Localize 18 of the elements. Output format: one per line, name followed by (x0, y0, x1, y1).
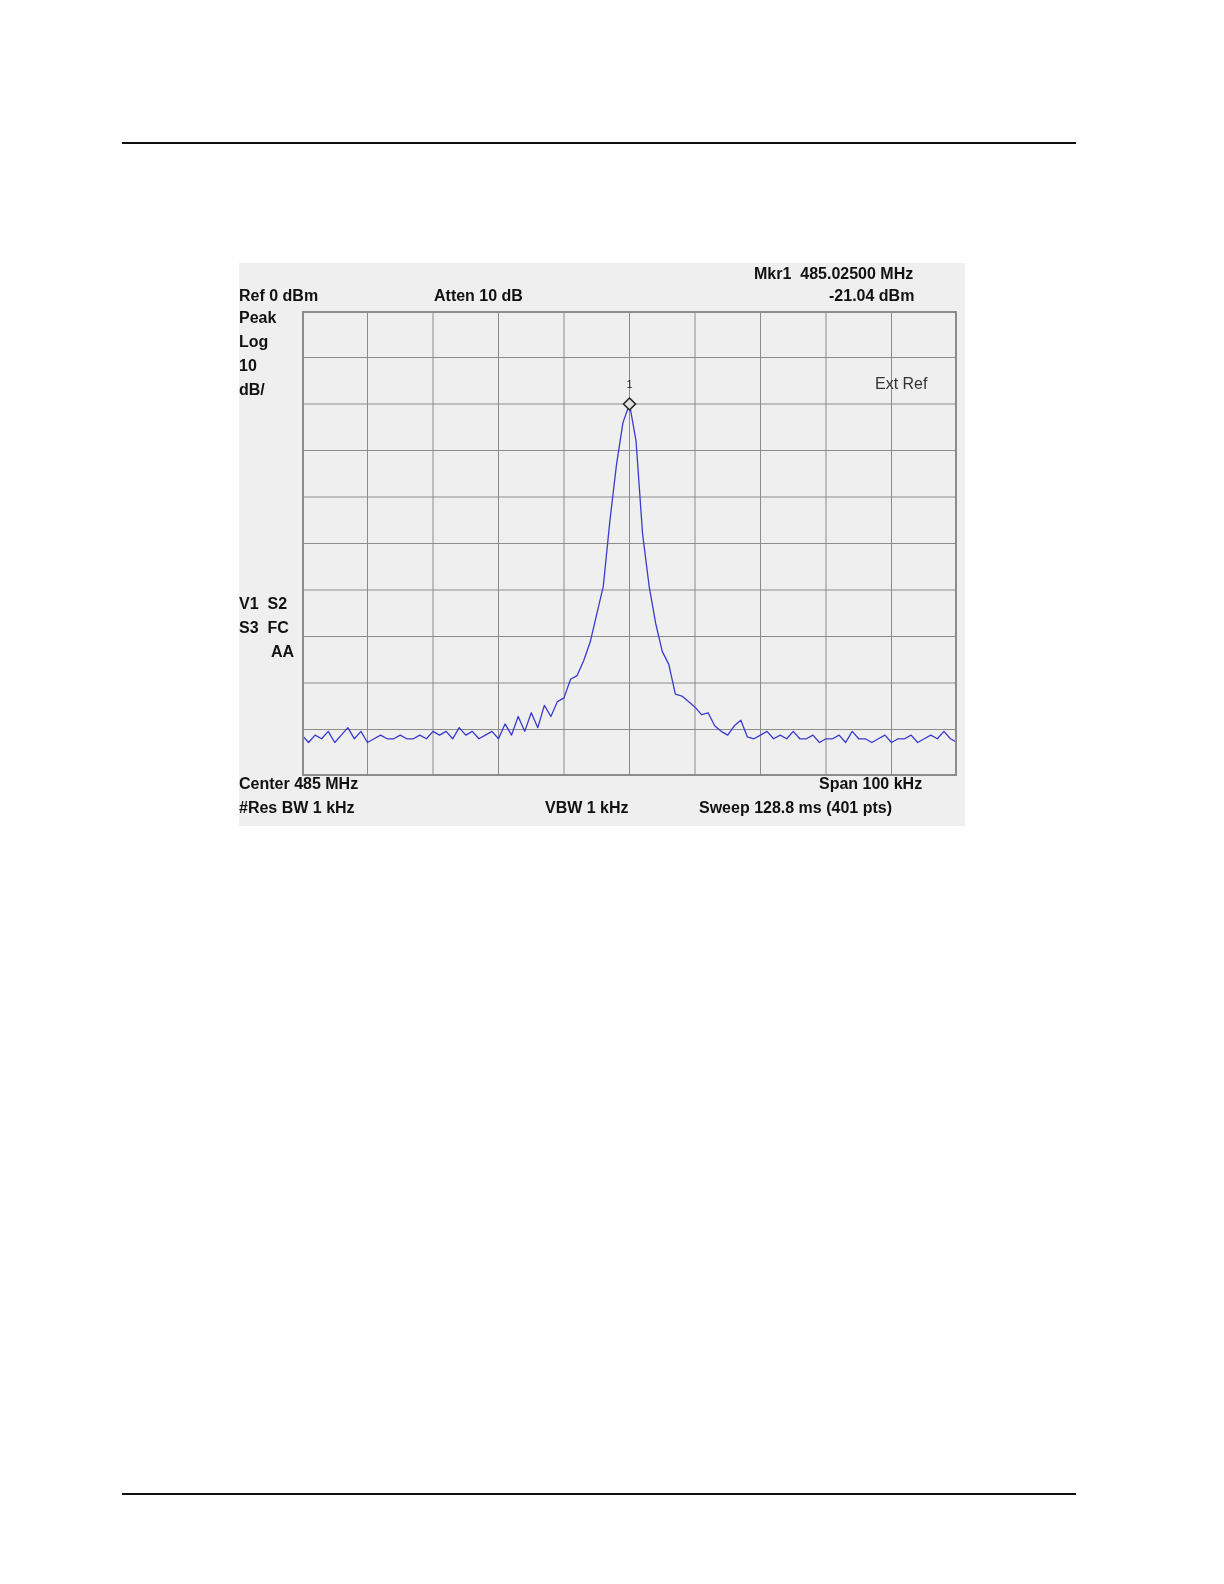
text: #Res BW 1 kHz (239, 799, 355, 817)
text: Ref 0 dBm (239, 287, 319, 305)
text: Log (239, 333, 269, 351)
annotation: 1 (626, 378, 633, 390)
text: S3 FC (239, 619, 289, 637)
text: Sweep 128.8 ms (401 pts) (699, 799, 892, 817)
text: VBW 1 kHz (545, 799, 629, 817)
text: Peak (239, 309, 277, 327)
text: -21.04 dBm (829, 287, 915, 305)
text: V1 S2 (239, 595, 288, 613)
text: Ext Ref (875, 375, 928, 393)
text: Mkr1 485.02500 MHz (754, 265, 914, 283)
annotation: Span 100 kHz (819, 775, 923, 793)
annotation: Center 485 MHz (239, 775, 359, 793)
text: 10 (239, 357, 257, 375)
text: Atten 10 dB (434, 287, 523, 305)
text: dB/ (239, 381, 265, 399)
text: AA (271, 643, 295, 661)
